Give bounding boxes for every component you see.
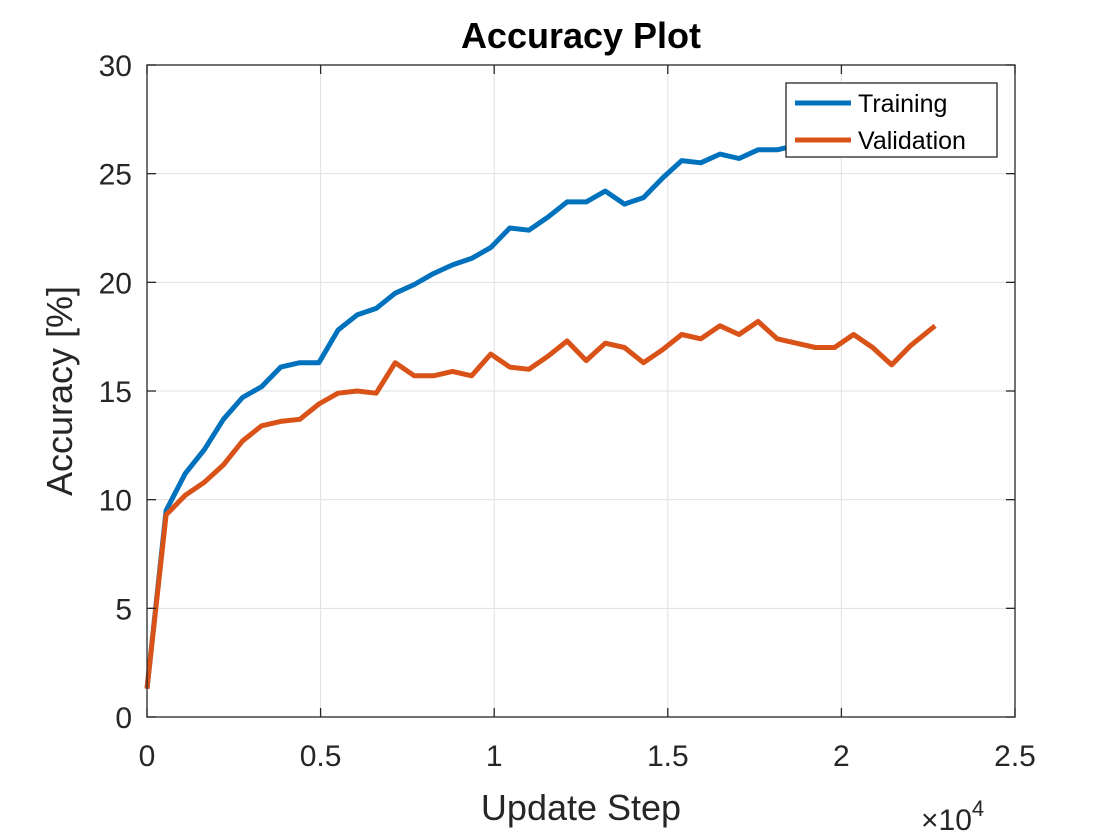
y-tick-label: 15 bbox=[99, 376, 132, 409]
x-axis-multiplier-exponent: 4 bbox=[972, 796, 984, 821]
chart-title: Accuracy Plot bbox=[461, 15, 701, 56]
x-tick-label: 1.5 bbox=[647, 740, 689, 773]
legend: Training Validation bbox=[785, 82, 998, 158]
y-axis-label: Accuracy [%] bbox=[39, 286, 80, 496]
series-line-validation bbox=[144, 319, 937, 689]
y-tick-label: 25 bbox=[99, 159, 132, 192]
y-tick-label: 5 bbox=[115, 593, 132, 626]
axis-ticks: 0 0.5 1 1.5 2 2.5 0 5 10 15 20 25 30 bbox=[99, 50, 1036, 773]
x-tick-label: 0.5 bbox=[300, 740, 342, 773]
x-axis-multiplier-base: ×10 bbox=[921, 804, 972, 837]
y-tick-label: 0 bbox=[115, 702, 132, 735]
legend-label-training: Training bbox=[858, 90, 947, 118]
x-tick-label: 2.5 bbox=[994, 740, 1036, 773]
x-tick-label: 0 bbox=[139, 740, 156, 773]
y-tick-label: 20 bbox=[99, 267, 132, 300]
series-lines bbox=[144, 114, 937, 689]
legend-box bbox=[785, 82, 998, 158]
y-tick-label: 10 bbox=[99, 485, 132, 518]
x-axis-multiplier: ×104 bbox=[921, 796, 984, 837]
x-axis-label: Update Step bbox=[481, 787, 681, 828]
series-line-training bbox=[144, 114, 936, 689]
x-tick-label: 1 bbox=[486, 740, 503, 773]
legend-label-validation: Validation bbox=[858, 127, 966, 155]
y-tick-label: 30 bbox=[99, 50, 132, 83]
grid-lines bbox=[146, 64, 1016, 718]
x-tick-label: 2 bbox=[833, 740, 850, 773]
